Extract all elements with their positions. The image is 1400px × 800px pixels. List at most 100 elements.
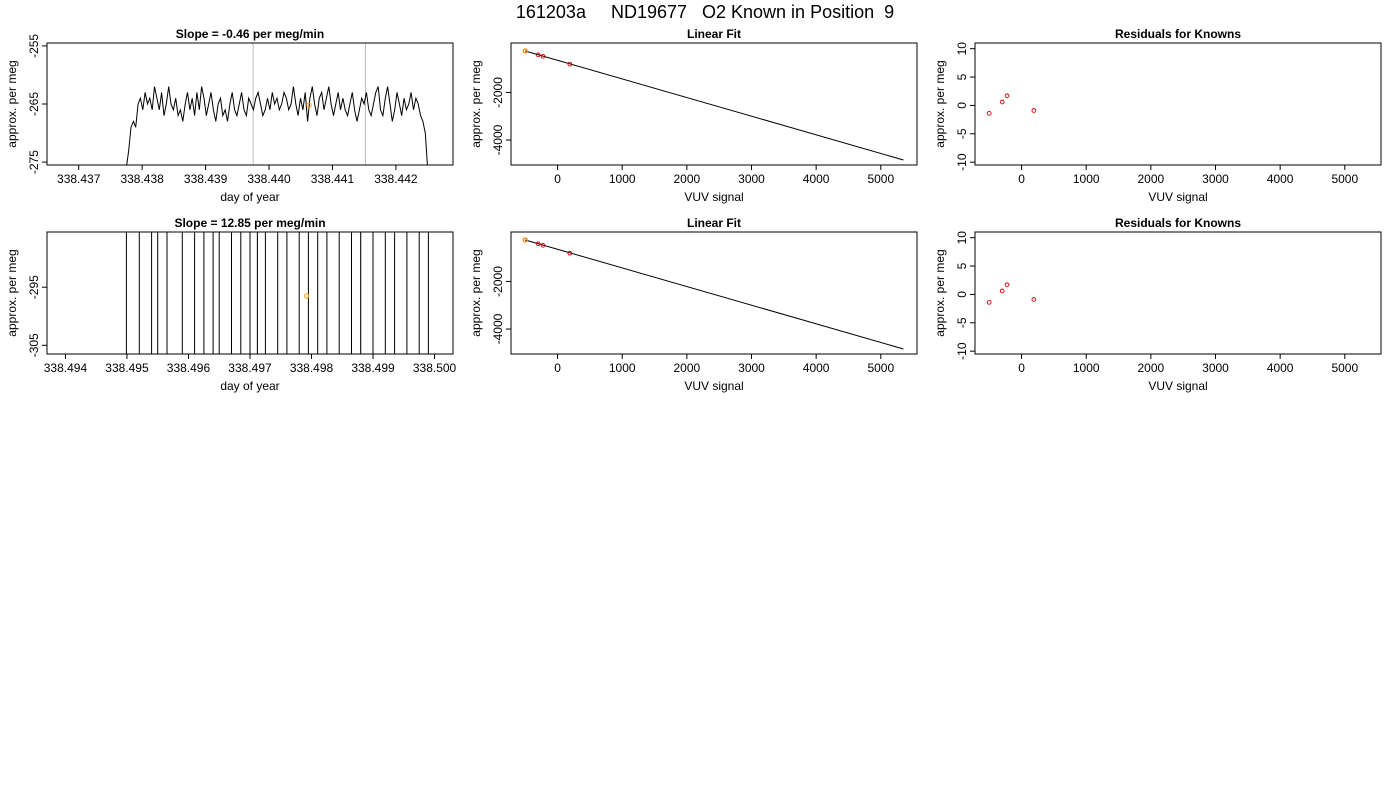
x-tick-label: 4000 (1267, 361, 1294, 375)
x-tick-label: 2000 (673, 172, 700, 186)
data-point (540, 53, 546, 59)
plot-frame (510, 231, 918, 355)
y-tick-label: -5 (955, 317, 969, 328)
x-tick-label: 338.499 (351, 361, 395, 375)
panel-3: Residuals for Knowns 0 1000 2000 3000 4000 500… (933, 27, 1382, 204)
y-axis-label: approx. per meg (5, 249, 19, 336)
data-point (1004, 93, 1010, 99)
plot-title: Slope = 12.85 per meg/min (174, 216, 325, 230)
x-axis-label: day of year (220, 190, 279, 204)
x-tick-label: 4000 (1267, 172, 1294, 186)
plot-frame (46, 42, 454, 166)
x-tick-label: 338.495 (105, 361, 149, 375)
data-point (986, 300, 992, 305)
x-tick-label: 338.437 (57, 172, 101, 186)
plot-frame (974, 42, 1382, 166)
x-tick-label: 3000 (1202, 361, 1229, 375)
y-tick-label: -2000 (491, 266, 505, 297)
y-axis-label: approx. per meg (469, 60, 483, 147)
y-tick-label: -10 (955, 342, 969, 360)
data-point (567, 61, 573, 67)
x-tick-label: 1000 (609, 361, 636, 375)
fit-line (525, 239, 904, 350)
plot-region (522, 48, 904, 161)
highlight-point (522, 237, 528, 243)
x-tick-label: 338.494 (44, 361, 88, 375)
y-tick-label: 5 (955, 262, 969, 269)
y-tick-label: 0 (955, 291, 969, 298)
y-axis-label: approx. per meg (469, 249, 483, 336)
panel-4: Slope = 12.85 per meg/min 338.494 338.495 3… (5, 216, 457, 393)
plot-region (522, 237, 904, 350)
data-point (1031, 297, 1037, 302)
panel-6: Residuals for Knowns 0 1000 2000 3000 4000 500… (933, 216, 1382, 393)
plot-region (125, 232, 429, 354)
series-line (126, 86, 428, 165)
x-tick-label: 5000 (1331, 172, 1358, 186)
plot-title: Residuals for Knowns (1115, 27, 1241, 41)
x-tick-label: 0 (554, 361, 561, 375)
plot-region (126, 43, 428, 165)
y-axis-label: approx. per meg (933, 60, 947, 147)
x-tick-label: 3000 (738, 361, 765, 375)
x-axis-label: day of year (220, 379, 279, 393)
x-tick-label: 338.439 (184, 172, 228, 186)
x-tick-label: 0 (1018, 361, 1025, 375)
x-tick-label: 338.496 (167, 361, 211, 375)
data-point (1031, 108, 1037, 113)
plot-region (986, 282, 1037, 305)
y-tick-label: -5 (955, 128, 969, 139)
y-axis-label: approx. per meg (933, 249, 947, 336)
x-tick-label: 0 (1018, 172, 1025, 186)
y-tick-label: 10 (955, 231, 969, 245)
x-tick-label: 338.500 (413, 361, 457, 375)
y-tick-label: -4000 (491, 124, 505, 155)
x-axis-label: VUV signal (684, 190, 743, 204)
y-tick-label: -275 (27, 150, 41, 174)
data-point (999, 288, 1005, 294)
x-tick-label: 338.497 (228, 361, 272, 375)
y-tick-label: 5 (955, 73, 969, 80)
data-point (535, 241, 541, 247)
page-title: 161203a ND19677 O2 Known in Position 9 (515, 2, 895, 22)
x-axis-label: VUV signal (684, 379, 743, 393)
y-tick-label: -10 (955, 153, 969, 171)
x-tick-label: 2000 (673, 361, 700, 375)
y-tick-label: 0 (955, 102, 969, 109)
x-axis-label: VUV signal (1148, 190, 1207, 204)
x-tick-label: 3000 (1202, 172, 1229, 186)
plot-title: Residuals for Knowns (1115, 216, 1241, 230)
panel-1: Slope = -0.46 per meg/min 338.437 338.438 3… (5, 27, 454, 204)
data-point (999, 99, 1005, 105)
plot-title: Linear Fit (687, 216, 741, 230)
plot-region (986, 93, 1037, 116)
x-tick-label: 338.440 (247, 172, 291, 186)
x-tick-label: 1000 (1073, 361, 1100, 375)
x-tick-label: 5000 (867, 172, 894, 186)
y-tick-label: -4000 (491, 313, 505, 344)
x-tick-label: 2000 (1137, 361, 1164, 375)
y-tick-label: -255 (27, 34, 41, 58)
x-tick-label: 0 (554, 172, 561, 186)
plot-frame (510, 42, 918, 166)
y-tick-label: -295 (27, 275, 41, 299)
x-tick-label: 4000 (803, 172, 830, 186)
plot-title: Linear Fit (687, 27, 741, 41)
x-tick-label: 1000 (609, 172, 636, 186)
x-tick-label: 338.442 (374, 172, 418, 186)
panel-5: Linear Fit 0 1000 2000 3000 4000 5000 -4000 -200… (469, 216, 918, 393)
x-tick-label: 4000 (803, 361, 830, 375)
highlight-point (303, 293, 310, 299)
x-axis-label: VUV signal (1148, 379, 1207, 393)
x-tick-label: 1000 (1073, 172, 1100, 186)
data-point (535, 52, 541, 58)
x-tick-label: 5000 (867, 361, 894, 375)
highlight-point (522, 48, 528, 54)
data-point (567, 250, 573, 256)
y-tick-label: 10 (955, 42, 969, 56)
plot-title: Slope = -0.46 per meg/min (176, 27, 324, 41)
panel-2: Linear Fit 0 1000 2000 3000 4000 5000 -4000 -200… (469, 27, 918, 204)
fit-line (525, 50, 904, 161)
x-tick-label: 338.441 (311, 172, 355, 186)
